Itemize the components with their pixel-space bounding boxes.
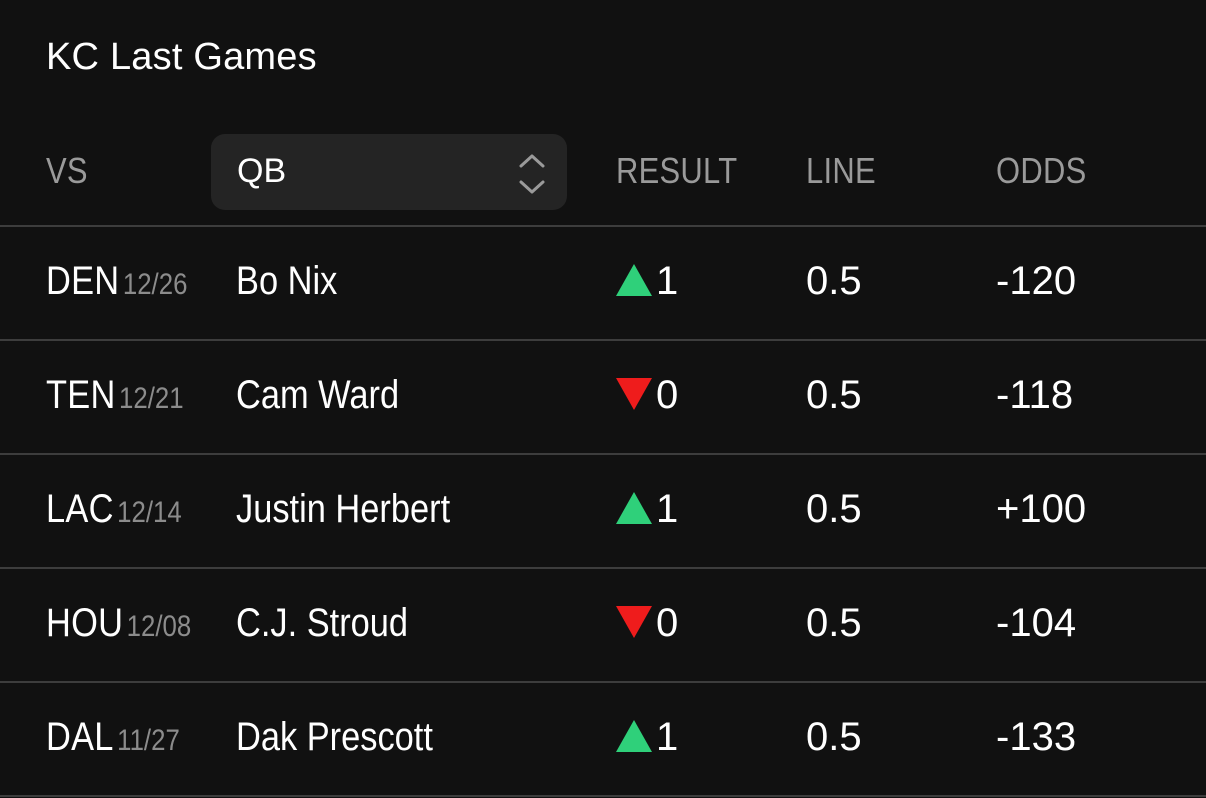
opponent-team: DAL <box>46 715 114 759</box>
qb-position-select[interactable]: QB <box>211 134 567 210</box>
odds-value: -104 <box>996 601 1077 645</box>
result-cell: 1 <box>616 487 678 532</box>
divider <box>0 339 1206 341</box>
arrow-up-icon <box>616 264 652 297</box>
result-value: 0 <box>656 373 679 417</box>
odds-value: -133 <box>996 715 1077 759</box>
line-value: 0.5 <box>806 259 862 303</box>
line-value: 0.5 <box>806 487 862 531</box>
divider <box>0 225 1206 227</box>
odds-value: +100 <box>996 487 1087 531</box>
result-value: 0 <box>656 601 679 645</box>
vs-cell: DEN 12/26 <box>46 259 187 304</box>
table-row[interactable]: TEN 12/21 Cam Ward 0 0.5 -118 <box>0 341 1206 453</box>
table-header: VS QB RESULT LINE ODDS <box>0 132 1206 212</box>
game-date: 11/27 <box>117 724 180 757</box>
qb-name: C.J. Stroud <box>236 601 409 645</box>
result-value: 1 <box>656 715 679 759</box>
qb-name: Cam Ward <box>236 373 400 417</box>
arrow-up-icon <box>616 720 652 753</box>
table-row[interactable]: LAC 12/14 Justin Herbert 1 0.5 +100 <box>0 455 1206 567</box>
game-date: 12/21 <box>119 382 184 415</box>
divider <box>0 795 1206 797</box>
opponent-team: HOU <box>46 601 124 645</box>
odds-value: -118 <box>996 373 1074 417</box>
qb-name: Justin Herbert <box>236 487 451 531</box>
divider <box>0 567 1206 569</box>
vs-cell: TEN 12/21 <box>46 373 184 418</box>
column-header-vs: VS <box>46 150 88 191</box>
table-row[interactable]: DAL 11/27 Dak Prescott 1 0.5 -133 <box>0 683 1206 795</box>
arrow-down-icon <box>616 606 652 639</box>
qb-name: Dak Prescott <box>236 715 433 759</box>
line-value: 0.5 <box>806 373 862 417</box>
line-value: 0.5 <box>806 715 862 759</box>
odds-value: -120 <box>996 259 1077 303</box>
opponent-team: LAC <box>46 487 114 531</box>
result-cell: 0 <box>616 373 678 418</box>
vs-cell: DAL 11/27 <box>46 715 180 760</box>
table-row[interactable]: HOU 12/08 C.J. Stroud 0 0.5 -104 <box>0 569 1206 681</box>
chevron-up-down-icon <box>519 154 545 194</box>
column-header-odds: ODDS <box>996 150 1087 191</box>
page-title: KC Last Games <box>46 36 317 78</box>
result-cell: 1 <box>616 715 678 760</box>
arrow-up-icon <box>616 492 652 525</box>
column-header-line: LINE <box>806 150 876 191</box>
vs-cell: HOU 12/08 <box>46 601 191 646</box>
result-value: 1 <box>656 259 679 303</box>
result-value: 1 <box>656 487 679 531</box>
divider <box>0 453 1206 455</box>
opponent-team: DEN <box>46 259 120 303</box>
line-value: 0.5 <box>806 601 862 645</box>
qb-select-label: QB <box>237 152 287 190</box>
vs-cell: LAC 12/14 <box>46 487 182 532</box>
result-cell: 0 <box>616 601 678 646</box>
result-cell: 1 <box>616 259 678 304</box>
opponent-team: TEN <box>46 373 116 417</box>
qb-name: Bo Nix <box>236 259 338 303</box>
game-date: 12/26 <box>122 268 188 301</box>
arrow-down-icon <box>616 378 652 411</box>
game-date: 12/08 <box>126 610 192 643</box>
column-header-result: RESULT <box>616 150 738 191</box>
table-row[interactable]: DEN 12/26 Bo Nix 1 0.5 -120 <box>0 227 1206 339</box>
divider <box>0 681 1206 683</box>
game-date: 12/14 <box>117 496 182 529</box>
